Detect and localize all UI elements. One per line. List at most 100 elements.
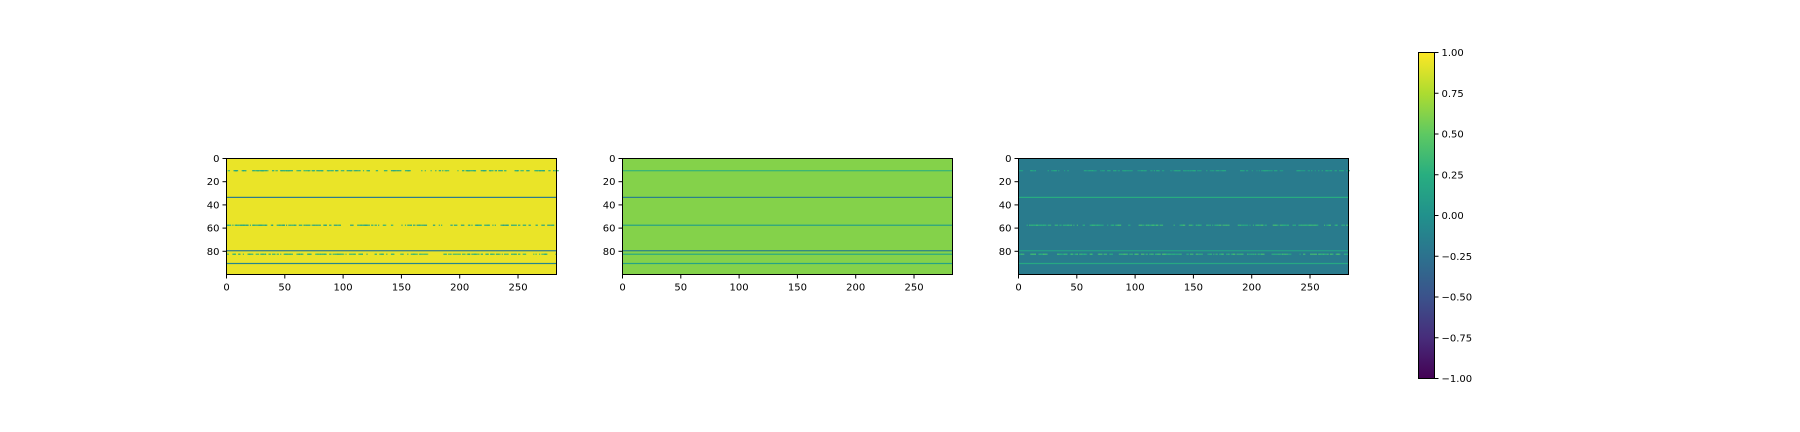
heatmap-cell	[1307, 170, 1311, 172]
heatmap-cell	[414, 253, 417, 255]
heatmap-cell	[400, 253, 402, 255]
heatmap-cell	[1119, 224, 1122, 226]
heatmap-row-57	[1026, 224, 1349, 226]
heatmap-cell	[261, 224, 263, 226]
heatmap-cell	[1250, 253, 1253, 255]
heatmap-cell	[430, 170, 432, 172]
heatmap-cell	[227, 253, 229, 255]
heatmap-cell	[250, 253, 254, 255]
heatmap-cell	[1151, 253, 1153, 255]
heatmap-cell	[276, 253, 279, 255]
heatmap-cell	[1056, 253, 1061, 255]
heatmap-cell	[506, 253, 509, 255]
y-tick-label: 80	[207, 247, 220, 258]
heatmap-cell	[386, 253, 388, 255]
heatmap-cell	[1318, 170, 1320, 172]
heatmap-cell	[288, 170, 290, 172]
heatmap-cell	[1058, 170, 1060, 172]
heatmap-cell	[399, 170, 402, 172]
heatmap-cell	[1173, 224, 1175, 226]
heatmap-cell	[423, 253, 428, 255]
heatmap-row-33	[226, 196, 557, 198]
heatmap-cell	[345, 253, 347, 255]
heatmap-cell	[479, 224, 482, 226]
y-tick-label: 60	[207, 224, 220, 235]
heatmap-cell	[1308, 224, 1313, 226]
heatmap-cell	[238, 253, 241, 255]
heatmap-cell	[299, 224, 303, 226]
heatmap-cell	[367, 224, 369, 226]
y-tick-label: 0	[1005, 154, 1011, 165]
heatmap-cell	[1252, 224, 1255, 226]
heatmap-cell	[443, 253, 447, 255]
heatmap-cell	[467, 253, 471, 255]
y-tick-label: 0	[609, 154, 615, 165]
heatmap-row-10	[622, 170, 953, 172]
heatmap-cell	[1188, 170, 1192, 172]
heatmap-cell	[1073, 224, 1075, 226]
heatmap-cell	[1311, 170, 1313, 172]
heatmap-cell	[348, 253, 353, 255]
heatmap-cell	[514, 224, 517, 226]
heatmap-cell	[1241, 224, 1243, 226]
heatmap-cell	[1138, 224, 1143, 226]
heatmap-cell	[305, 170, 310, 172]
heatmap-cell	[487, 224, 491, 226]
heatmap-cell	[359, 253, 363, 255]
heatmap-row-33	[1018, 196, 1349, 198]
heatmap-cell	[264, 170, 268, 172]
colorbar-tick-label: −0.50	[1442, 293, 1473, 304]
heatmap-cell	[438, 224, 440, 226]
heatmap-cell	[1346, 224, 1349, 226]
heatmap-cell	[480, 170, 485, 172]
heatmap-cell	[271, 170, 275, 172]
heatmap-cell	[448, 253, 450, 255]
heatmap-cell	[1198, 224, 1202, 226]
heatmap-cell	[1079, 253, 1081, 255]
heatmap-cell	[1329, 253, 1334, 255]
heatmap-cell	[1207, 224, 1209, 226]
heatmap-cell	[1226, 253, 1230, 255]
heatmap-cell	[1240, 170, 1244, 172]
heatmap-cell	[1273, 170, 1278, 172]
heatmap-cell	[1275, 253, 1278, 255]
heatmap-cell	[281, 170, 285, 172]
colorbar-gradient	[1418, 52, 1435, 379]
heatmap-cell	[232, 224, 234, 226]
heatmap-cell	[1103, 253, 1108, 255]
heatmap-cell	[1091, 253, 1094, 255]
heatmap-cell	[1347, 253, 1349, 255]
heatmap-cell	[390, 224, 393, 226]
heatmap-cell	[1270, 170, 1273, 172]
heatmap-cell	[470, 170, 473, 172]
heatmap-cell	[1135, 253, 1139, 255]
heatmap-cell	[1032, 253, 1036, 255]
heatmap-cell	[1256, 224, 1260, 226]
colorbar-tick-label: −0.75	[1442, 333, 1473, 344]
heatmap-cell	[414, 224, 416, 226]
x-tick-label: 150	[788, 283, 807, 294]
heatmap-row-57	[226, 224, 555, 226]
heatmap-cell	[1207, 253, 1211, 255]
heatmap-cell	[1067, 170, 1069, 172]
heatmap-cell	[1210, 253, 1213, 255]
heatmap-cell	[392, 224, 394, 226]
heatmap-cell	[337, 253, 341, 255]
heatmap-cell	[260, 253, 264, 255]
heatmap-cell	[1324, 224, 1326, 226]
heatmap-row-79	[1018, 250, 1349, 252]
heatmap-cell	[1125, 170, 1130, 172]
heatmap-cell	[1186, 253, 1189, 255]
heatmap-cell	[408, 170, 410, 172]
heatmap-cell	[1222, 170, 1227, 172]
heatmap-cell	[361, 253, 363, 255]
heatmap-cell	[460, 224, 465, 226]
heatmap-cell	[499, 253, 501, 255]
heatmap-cell	[249, 224, 251, 226]
heatmap-cell	[1189, 253, 1194, 255]
heatmap-cell	[491, 170, 494, 172]
heatmap-cell	[528, 224, 531, 226]
heatmap-cell	[1283, 253, 1285, 255]
heatmap-cell	[1286, 224, 1290, 226]
heatmap-cell	[379, 253, 381, 255]
